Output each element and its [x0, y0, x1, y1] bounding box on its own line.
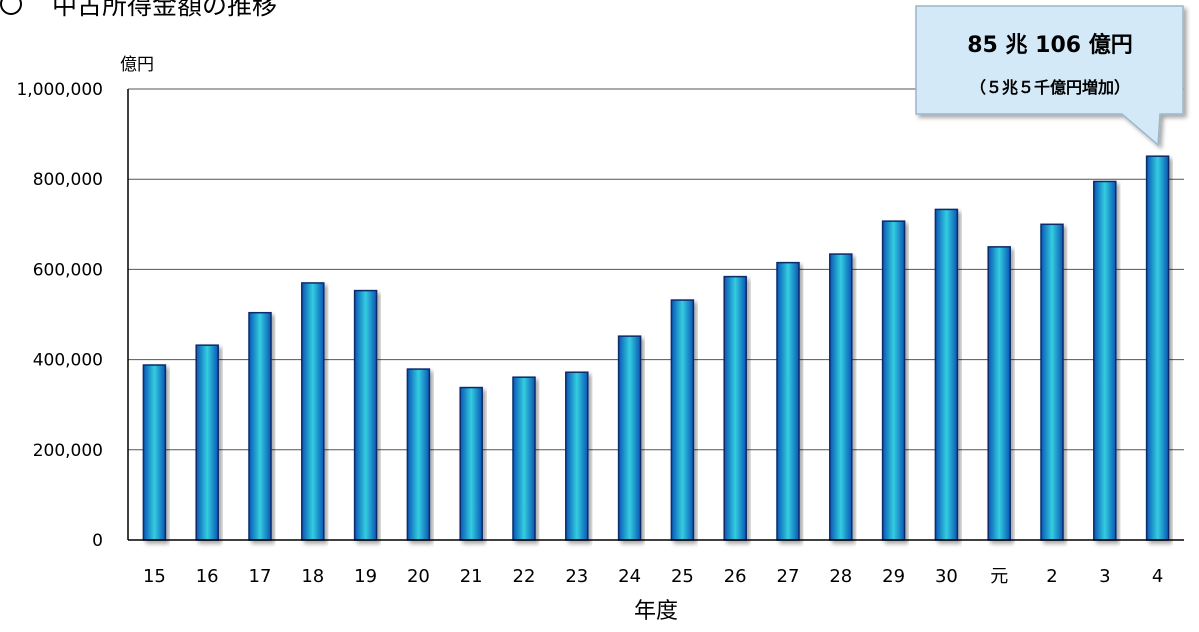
y-axis-unit: 億円 — [120, 55, 154, 75]
bar-元 — [987, 246, 1011, 541]
bar-30 — [934, 208, 959, 541]
x-tick-label: 29 — [882, 566, 905, 587]
x-tick-label: 18 — [301, 566, 324, 587]
x-axis-label: 年度 — [634, 599, 678, 624]
x-tick-label: 4 — [1152, 566, 1163, 587]
x-tick-label: 2 — [1046, 566, 1057, 587]
x-tick-label: 15 — [143, 566, 166, 587]
x-tick-label: 25 — [671, 566, 694, 587]
x-tick-label: 20 — [407, 566, 430, 587]
x-tick-label: 3 — [1099, 566, 1110, 587]
x-tick-label: 26 — [724, 566, 747, 587]
y-tick-label: 800,000 — [33, 170, 103, 190]
bar-20 — [406, 368, 431, 541]
value-callout: 85 兆 106 億円 （５兆５千億円増加） — [915, 5, 1184, 147]
grid-lines — [128, 88, 1184, 451]
x-tick-label: 30 — [935, 566, 958, 587]
bar-23 — [565, 371, 589, 541]
bar-21 — [459, 386, 483, 541]
callout-box — [915, 5, 1184, 147]
x-tick-label: 24 — [618, 566, 641, 587]
bar-2 — [1040, 223, 1064, 541]
bar-29 — [881, 220, 906, 541]
bar-27 — [776, 261, 800, 541]
bar-24 — [617, 335, 642, 541]
bar-26 — [723, 275, 747, 541]
bar-22 — [512, 376, 536, 541]
x-tick-label: 元 — [990, 566, 1008, 587]
bar-15 — [142, 364, 167, 541]
bar-28 — [829, 253, 853, 541]
x-tick-label: 27 — [777, 566, 800, 587]
y-tick-label: 200,000 — [33, 441, 103, 461]
bullet-circle-icon — [0, 0, 22, 15]
chart-title-text: 中古所得金額の推移 — [52, 0, 278, 20]
bar-25 — [670, 299, 695, 541]
chart-title: 中古所得金額の推移 — [0, 0, 277, 20]
x-tick-label: 16 — [196, 566, 219, 587]
x-tick-labels: 15 16 17 18 19 20 21 22 23 24 25 26 27 28 29 30 元 2 3 4 — [143, 566, 1163, 587]
x-tick-label: 22 — [513, 566, 536, 587]
bar-16 — [195, 344, 219, 541]
y-tick-label: 1,000,000 — [16, 80, 103, 100]
bar-3 — [1093, 180, 1117, 541]
x-tick-label: 19 — [354, 566, 377, 587]
x-tick-label: 28 — [829, 566, 852, 587]
callout-value: 85 兆 106 億円 — [967, 32, 1133, 58]
axes — [127, 89, 1184, 541]
bars — [142, 155, 1170, 541]
x-tick-label: 23 — [565, 566, 588, 587]
bar-19 — [353, 289, 378, 541]
bar-4 — [1145, 155, 1170, 541]
y-tick-labels: 0 200,000 400,000 600,000 800,000 1,000,000 — [16, 80, 103, 551]
y-tick-label: 600,000 — [33, 260, 103, 280]
y-tick-label: 0 — [92, 531, 103, 551]
x-tick-label: 21 — [460, 566, 483, 587]
y-tick-label: 400,000 — [33, 351, 103, 371]
callout-increase: （５兆５千億円増加） — [970, 78, 1130, 97]
bar-18 — [301, 282, 325, 541]
x-tick-label: 17 — [249, 566, 272, 587]
bar-17 — [248, 311, 272, 541]
